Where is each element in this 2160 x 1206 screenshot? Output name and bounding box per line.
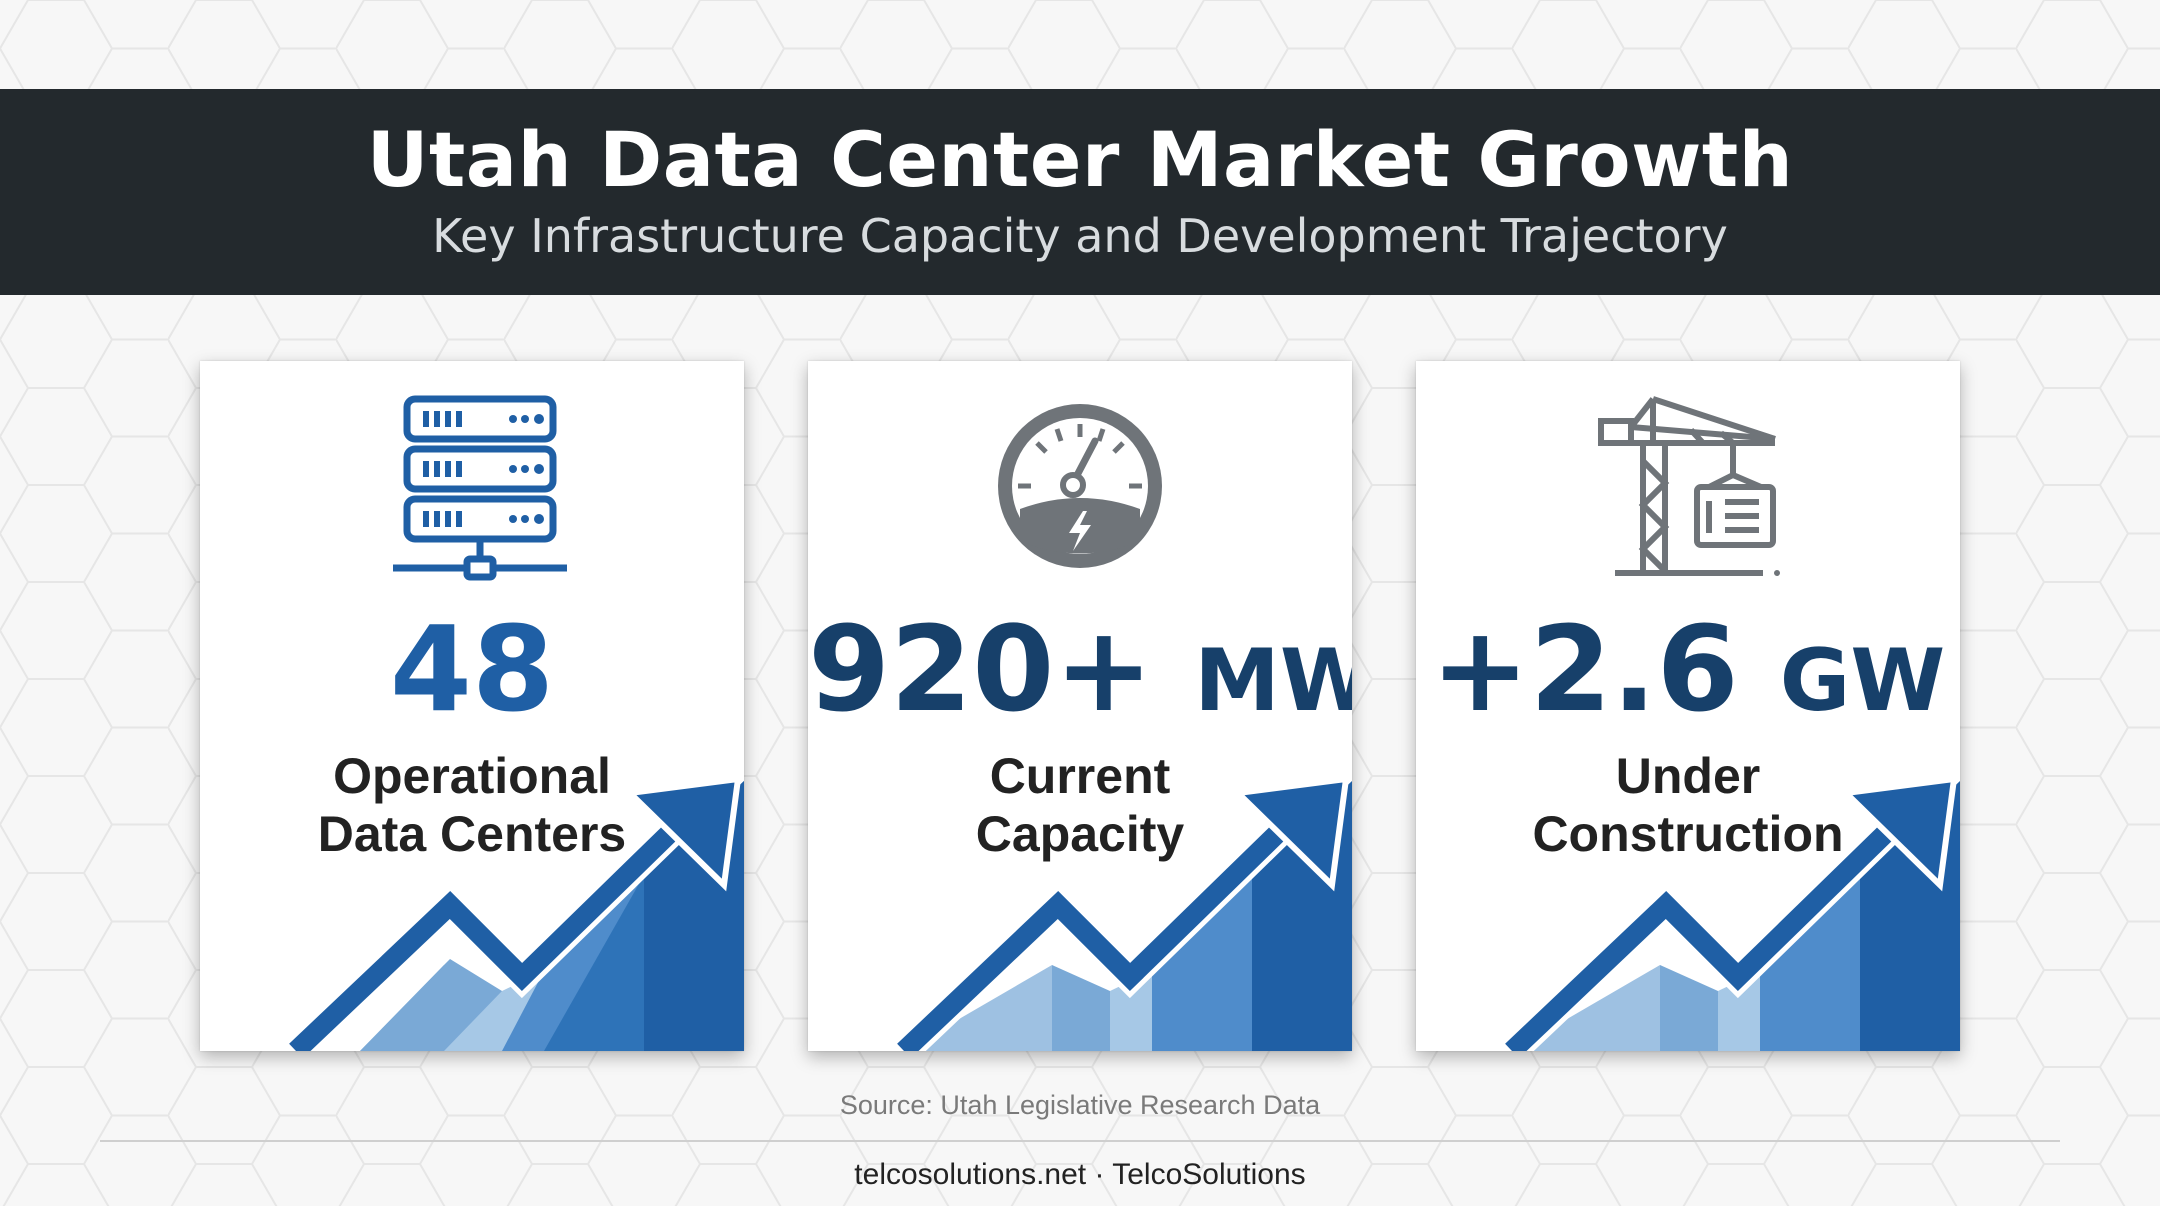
stat-value: 920+ MW <box>808 600 1352 738</box>
stat-label-line: Capacity <box>975 806 1185 862</box>
footer-credit: telcosolutions.net · TelcoSolutions <box>854 1158 1306 1191</box>
page-subtitle: Key Infrastructure Capacity and Developm… <box>432 209 1728 263</box>
source-note: Source: Utah Legislative Research Data <box>839 1090 1321 1120</box>
stat-label-line: Data Centers <box>317 806 627 862</box>
stat-label-line: Construction <box>1532 806 1844 862</box>
speedometer-icon <box>808 391 1352 581</box>
growth-arrow-chart <box>1501 775 1960 1051</box>
stat-label: Current Capacity <box>808 747 1352 863</box>
page-title: Utah Data Center Market Growth <box>366 115 1794 204</box>
stat-card-under-construction: +2.6 GW Under Construction <box>1416 361 1960 1051</box>
server-rack-icon <box>200 391 744 581</box>
stat-label: Operational Data Centers <box>200 747 744 863</box>
stat-label-line: Under <box>1615 748 1761 804</box>
stat-label: Under Construction <box>1416 747 1960 863</box>
stat-value: 48 <box>389 600 555 738</box>
stat-label-line: Current <box>989 748 1171 804</box>
construction-crane-icon <box>1416 391 1960 581</box>
growth-arrow-chart <box>285 775 744 1051</box>
footer-divider <box>100 1140 2060 1142</box>
stat-value: +2.6 GW <box>1430 600 1946 738</box>
stat-label-line: Operational <box>333 748 611 804</box>
stat-card-current-capacity: 920+ MW Current Capacity <box>808 361 1352 1051</box>
growth-arrow-chart <box>893 775 1352 1051</box>
stat-card-operational-data-centers: 48 Operational Data Centers <box>200 361 744 1051</box>
header-banner <box>0 89 2160 295</box>
